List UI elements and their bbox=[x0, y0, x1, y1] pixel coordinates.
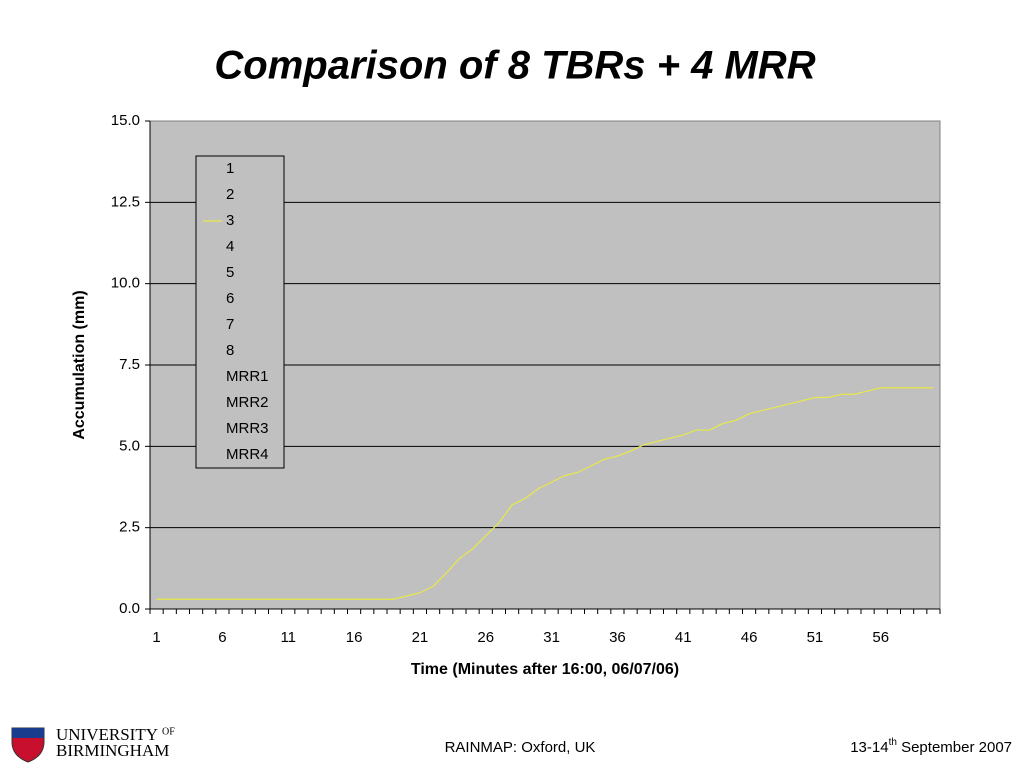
x-tick-label: 16 bbox=[346, 629, 363, 646]
legend-box bbox=[195, 155, 285, 469]
legend-label: MRR3 bbox=[226, 420, 269, 437]
x-tick-label: 11 bbox=[280, 629, 296, 646]
chart-title: Comparison of 8 TBRs + 4 MRR bbox=[214, 44, 815, 88]
logo-of: OF bbox=[162, 726, 175, 737]
x-tick-label: 1 bbox=[152, 629, 160, 646]
legend-label: 1 bbox=[226, 160, 234, 177]
legend-label: MRR1 bbox=[226, 368, 269, 385]
logo: UNIVERSITY OF BIRMINGHAM bbox=[11, 725, 175, 763]
legend-label: 2 bbox=[226, 186, 234, 203]
legend-label: 7 bbox=[226, 316, 234, 333]
y-tick-label: 2.5 bbox=[119, 519, 140, 536]
legend-label: 3 bbox=[226, 212, 234, 229]
x-tick-label: 26 bbox=[477, 629, 494, 646]
x-tick-label: 6 bbox=[218, 629, 226, 646]
legend-label: 4 bbox=[226, 238, 234, 255]
x-tick-label: 36 bbox=[609, 629, 626, 646]
logo-birmingham: BIRMINGHAM bbox=[56, 741, 169, 760]
y-tick-label: 5.0 bbox=[119, 437, 140, 454]
y-tick-label: 0.0 bbox=[119, 600, 140, 617]
x-tick-label: 46 bbox=[741, 629, 758, 646]
series-line bbox=[156, 387, 934, 600]
legend-label: 5 bbox=[226, 264, 234, 281]
x-axis-label: Time (Minutes after 16:00, 06/07/06) bbox=[411, 661, 679, 678]
logo-university: UNIVERSITY bbox=[56, 725, 158, 744]
x-tick-label: 51 bbox=[807, 629, 824, 646]
y-tick-label: 10.0 bbox=[111, 275, 140, 292]
x-tick-label: 31 bbox=[543, 629, 560, 646]
legend-label: MRR2 bbox=[226, 394, 269, 411]
y-tick-label: 12.5 bbox=[111, 193, 140, 210]
x-tick-label: 56 bbox=[872, 629, 889, 646]
x-tick-label: 21 bbox=[412, 629, 429, 646]
date-start: 13-14 bbox=[850, 739, 888, 756]
legend-label: 6 bbox=[226, 290, 234, 307]
y-axis-label: Accumulation (mm) bbox=[71, 290, 88, 439]
y-tick-label: 15.0 bbox=[111, 112, 140, 129]
legend-label: 8 bbox=[226, 342, 234, 359]
date-sup: th bbox=[889, 737, 897, 748]
date-end: September 2007 bbox=[897, 739, 1012, 756]
legend-label: MRR4 bbox=[226, 446, 269, 463]
footer-center: RAINMAP: Oxford, UK bbox=[445, 739, 596, 756]
crest-band bbox=[12, 728, 44, 738]
y-tick-label: 7.5 bbox=[119, 356, 140, 373]
footer-date: 13-14th September 2007 bbox=[850, 737, 1012, 756]
x-tick-label: 41 bbox=[675, 629, 692, 646]
